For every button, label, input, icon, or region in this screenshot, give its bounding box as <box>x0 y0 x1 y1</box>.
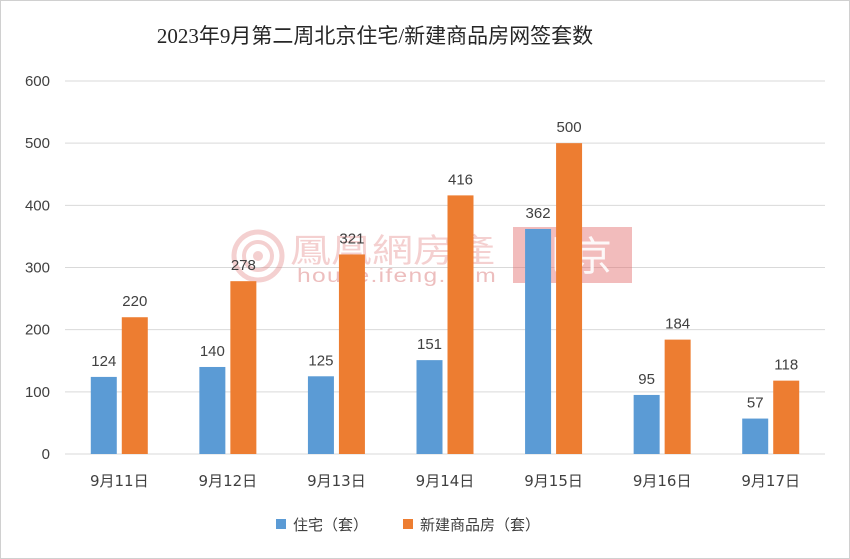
x-tick-label: 9月17日 <box>741 472 800 490</box>
data-label-residential: 124 <box>91 353 116 370</box>
x-tick-label: 9月13日 <box>307 472 366 490</box>
bar-new-commercial <box>773 380 800 454</box>
ifeng-logo-icon <box>231 229 285 283</box>
y-tick-label: 400 <box>25 197 50 214</box>
data-label-residential: 125 <box>308 352 333 369</box>
x-tick-label: 9月11日 <box>90 472 149 490</box>
y-tick-label: 100 <box>25 384 50 401</box>
bars <box>90 143 800 455</box>
y-tick-label: 0 <box>42 446 50 463</box>
legend: 住宅（套） 新建商品房（套） <box>276 516 540 534</box>
data-label-new-commercial: 118 <box>774 357 798 374</box>
bar-residential <box>525 228 552 454</box>
data-label-new-commercial: 416 <box>448 171 473 188</box>
chart-title: 2023年9月第二周北京住宅/新建商品房网签套数 <box>157 24 593 48</box>
x-tick-label: 9月14日 <box>416 472 475 490</box>
data-label-residential: 151 <box>417 336 442 353</box>
data-label-new-commercial: 500 <box>557 119 582 136</box>
data-label-new-commercial: 321 <box>339 230 364 247</box>
data-label-new-commercial: 278 <box>231 257 256 274</box>
y-tick-label: 600 <box>25 73 50 90</box>
y-axis-ticks: 0 100 200 300 400 500 600 <box>25 73 50 463</box>
x-tick-label: 9月15日 <box>524 472 583 490</box>
bar-residential <box>416 360 443 454</box>
bar-new-commercial <box>447 195 474 455</box>
bar-residential <box>307 376 334 454</box>
data-label-new-commercial: 184 <box>665 316 690 333</box>
data-label-residential: 57 <box>747 395 764 412</box>
x-tick-label: 9月16日 <box>633 472 692 490</box>
x-tick-label: 9月12日 <box>199 472 258 490</box>
bar-new-commercial <box>230 281 257 454</box>
y-tick-label: 300 <box>25 260 50 277</box>
data-label-new-commercial: 220 <box>122 293 147 310</box>
bar-new-commercial <box>121 317 148 454</box>
data-labels: 124 220 140 278 125 321 151 416 362 500 95 184 57 118 <box>91 119 798 411</box>
data-label-residential: 95 <box>638 371 655 388</box>
y-tick-label: 200 <box>25 322 50 339</box>
bar-new-commercial <box>664 339 691 454</box>
legend-label-residential: 住宅（套） <box>293 516 368 534</box>
data-label-residential: 140 <box>200 343 225 360</box>
bar-new-commercial <box>338 254 365 454</box>
legend-label-new-commercial: 新建商品房（套） <box>420 516 540 534</box>
y-tick-label: 500 <box>25 135 50 152</box>
bar-residential <box>199 366 226 454</box>
x-axis-ticks: 9月11日 9月12日 9月13日 9月14日 9月15日 9月16日 9月17日 <box>90 472 800 490</box>
legend-swatch-residential <box>276 519 286 529</box>
bar-new-commercial <box>556 143 583 454</box>
data-label-residential: 362 <box>526 205 551 222</box>
gridlines <box>65 80 825 455</box>
bar-residential <box>633 394 660 454</box>
legend-swatch-new-commercial <box>403 519 413 529</box>
bar-residential <box>742 418 769 454</box>
bar-residential <box>90 376 117 454</box>
